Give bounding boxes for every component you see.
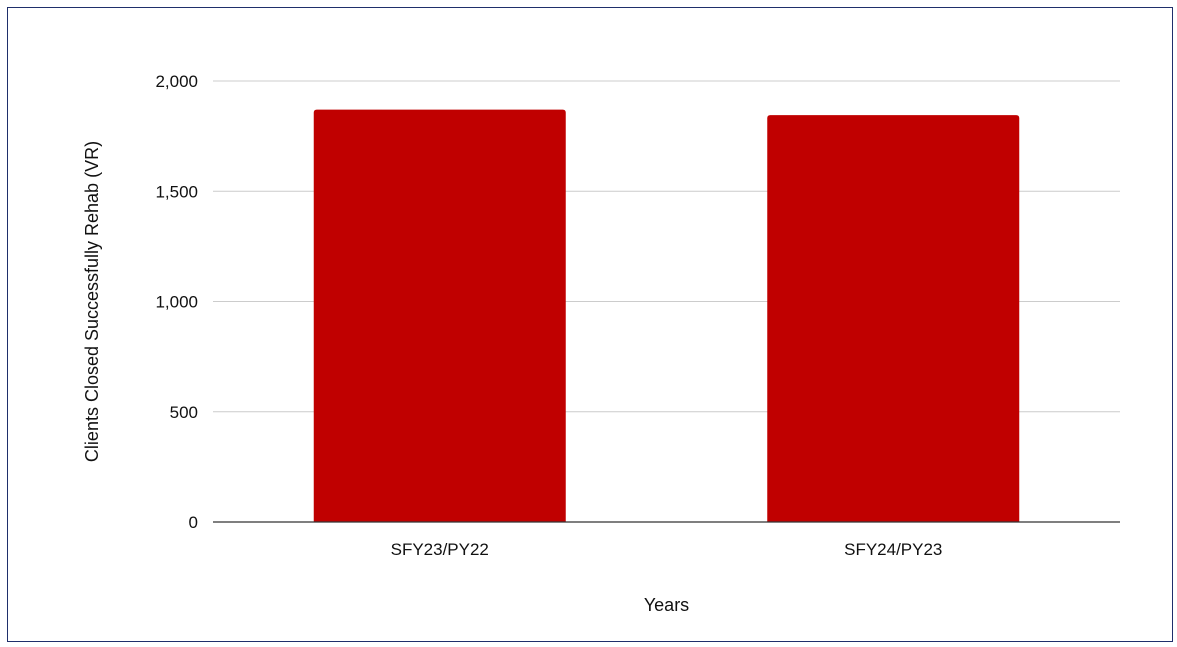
chart-frame: 0 500 1,000 1,500 2,000 SFY23/PY22 SFY24/PY23 …: [7, 7, 1173, 642]
x-tick-label: SFY23/PY22: [391, 540, 489, 559]
y-tick-label: 0: [189, 513, 198, 532]
x-axis-title: Years: [644, 595, 689, 615]
x-tick-label: SFY24/PY23: [844, 540, 942, 559]
tick-labels: 0 500 1,000 1,500 2,000 SFY23/PY22 SFY24/PY23: [155, 72, 942, 559]
y-tick-label: 500: [170, 403, 198, 422]
y-tick-label: 1,500: [155, 182, 198, 201]
y-axis-title: Clients Closed Successfully Rehab (VR): [82, 141, 102, 462]
bar: [313, 109, 566, 522]
y-tick-label: 1,000: [155, 293, 198, 312]
y-tick-label: 2,000: [155, 72, 198, 91]
bar: [767, 115, 1020, 523]
bars: [313, 109, 1020, 523]
